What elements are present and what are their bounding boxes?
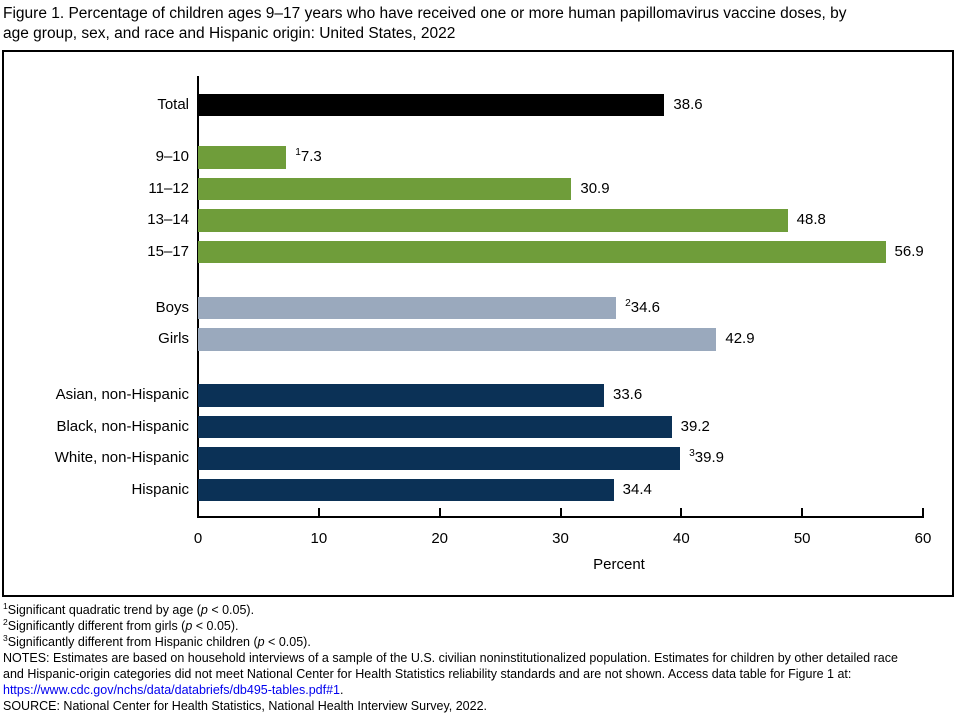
value-label: 56.9 [895,241,924,264]
value-label: 39.2 [681,416,710,439]
chart-frame: 0 10 20 30 40 50 60 Total 38.6 9–10 17.3 11–12 30.9… [2,50,954,597]
value-text: 38.6 [673,95,703,113]
bar [198,384,604,407]
value-label: 34.4 [623,479,652,502]
bar [198,478,614,501]
footnote-line: 3Significantly different from Hispanic c… [3,632,311,649]
x-axis-tick-label: 0 [193,530,203,547]
p-value-symbol: p [200,603,208,617]
value-text: 30.9 [580,179,610,197]
value-text: 34.4 [622,480,652,498]
x-axis-line [197,516,924,518]
value-text: 39.2 [680,417,710,435]
source-line: SOURCE: National Center for Health Stati… [3,699,488,713]
x-axis-tick [438,508,441,516]
footnote-marker: 3 [689,448,695,459]
footnote-line: 2Significantly different from girls (p <… [3,616,239,633]
category-label: 9–10 [155,148,189,165]
value-text: 34.6 [630,298,660,316]
x-axis-tick [922,508,924,516]
category-label: Girls [158,330,189,347]
bar [198,296,617,319]
category-label: 15–17 [147,242,189,260]
footnote-marker: 1 [295,147,301,158]
x-axis-tick [559,508,562,516]
notes-line-1: NOTES: Estimates are based on household … [3,651,898,665]
figure-title-line-1: Figure 1. Percentage of children ages 9–… [3,5,847,22]
bar-row: Asian, non-Hispanic 33.6 [4,384,952,407]
bar [198,447,681,470]
value-label: 30.9 [580,178,609,201]
p-value-symbol: p [257,635,265,649]
footnotes: 1Significant quadratic trend by age (p <… [3,602,958,650]
value-label: 42.9 [725,328,754,351]
figure-title: Figure 1. Percentage of children ages 9–… [3,4,955,44]
footnote-marker: 1 [3,600,8,611]
bar-row: Boys 234.6 [4,296,952,320]
bar-row: 13–14 48.8 [4,209,952,232]
category-label: Asian, non-Hispanic [55,386,189,403]
bar-row: 9–10 17.3 [4,146,952,169]
category-label: Hispanic [131,480,189,498]
footer-text-block: 1Significant quadratic trend by age (p <… [3,602,958,714]
category-label: 11–12 [148,179,189,197]
bar [198,415,672,438]
x-axis-tick-label: 30 [552,530,569,547]
value-label: 17.3 [295,146,322,169]
bar [198,240,886,263]
value-text: 48.8 [796,211,826,228]
x-axis-tick-label: 50 [793,530,811,547]
bar [198,209,788,232]
x-axis-title: Percent [593,556,645,573]
figure-title-line-2: age group, sex, and race and Hispanic or… [3,25,456,42]
bar-row: 11–12 30.9 [4,177,952,201]
notes-text: NOTES: Estimates are based on household … [3,650,958,682]
value-label: 33.6 [613,384,642,407]
category-label: Total [157,95,189,113]
footnote-marker: 3 [3,632,8,643]
x-axis-tick [680,508,683,516]
footnote-marker: 2 [3,616,8,627]
bar [198,328,717,351]
value-label: 339.9 [689,447,724,470]
value-text: 33.6 [613,386,643,403]
x-axis-tick-label: 10 [310,530,328,547]
bar-row: Hispanic 34.4 [4,478,952,502]
bar-row: Black, non-Hispanic 39.2 [4,415,952,439]
bar-row: White, non-Hispanic 339.9 [4,447,952,470]
data-table-link-line: https://www.cdc.gov/nchs/data/databriefs… [3,682,958,698]
bar [198,93,665,116]
value-text: 39.9 [694,449,724,466]
value-text: 42.9 [725,330,755,347]
value-label: 38.6 [673,94,702,117]
value-label: 48.8 [797,209,826,232]
category-label: 13–14 [147,211,189,228]
category-label: Black, non-Hispanic [56,417,189,435]
value-text: 56.9 [894,242,924,260]
footnote-marker: 2 [625,297,631,309]
bar [198,146,287,169]
category-label: Boys [155,298,189,316]
notes-line-2: and Hispanic-origin categories did not m… [3,667,852,681]
x-axis-tick-label: 20 [431,530,448,547]
x-axis-tick [317,508,320,516]
link-suffix-period: . [340,683,344,697]
bar [198,177,572,200]
value-label: 234.6 [625,297,660,320]
footnote-line: 1Significant quadratic trend by age (p <… [3,600,255,617]
bar-row: Total 38.6 [4,93,952,117]
bar-row: Girls 42.9 [4,328,952,351]
x-axis-tick-label: 60 [914,530,932,547]
x-axis-tick [801,508,804,516]
value-text: 7.3 [300,148,322,165]
x-axis-tick-label: 40 [672,530,690,547]
bar-row: 15–17 56.9 [4,240,952,264]
category-label: White, non-Hispanic [54,449,189,466]
data-table-link[interactable]: https://www.cdc.gov/nchs/data/databriefs… [3,683,341,697]
p-value-symbol: p [185,619,193,633]
